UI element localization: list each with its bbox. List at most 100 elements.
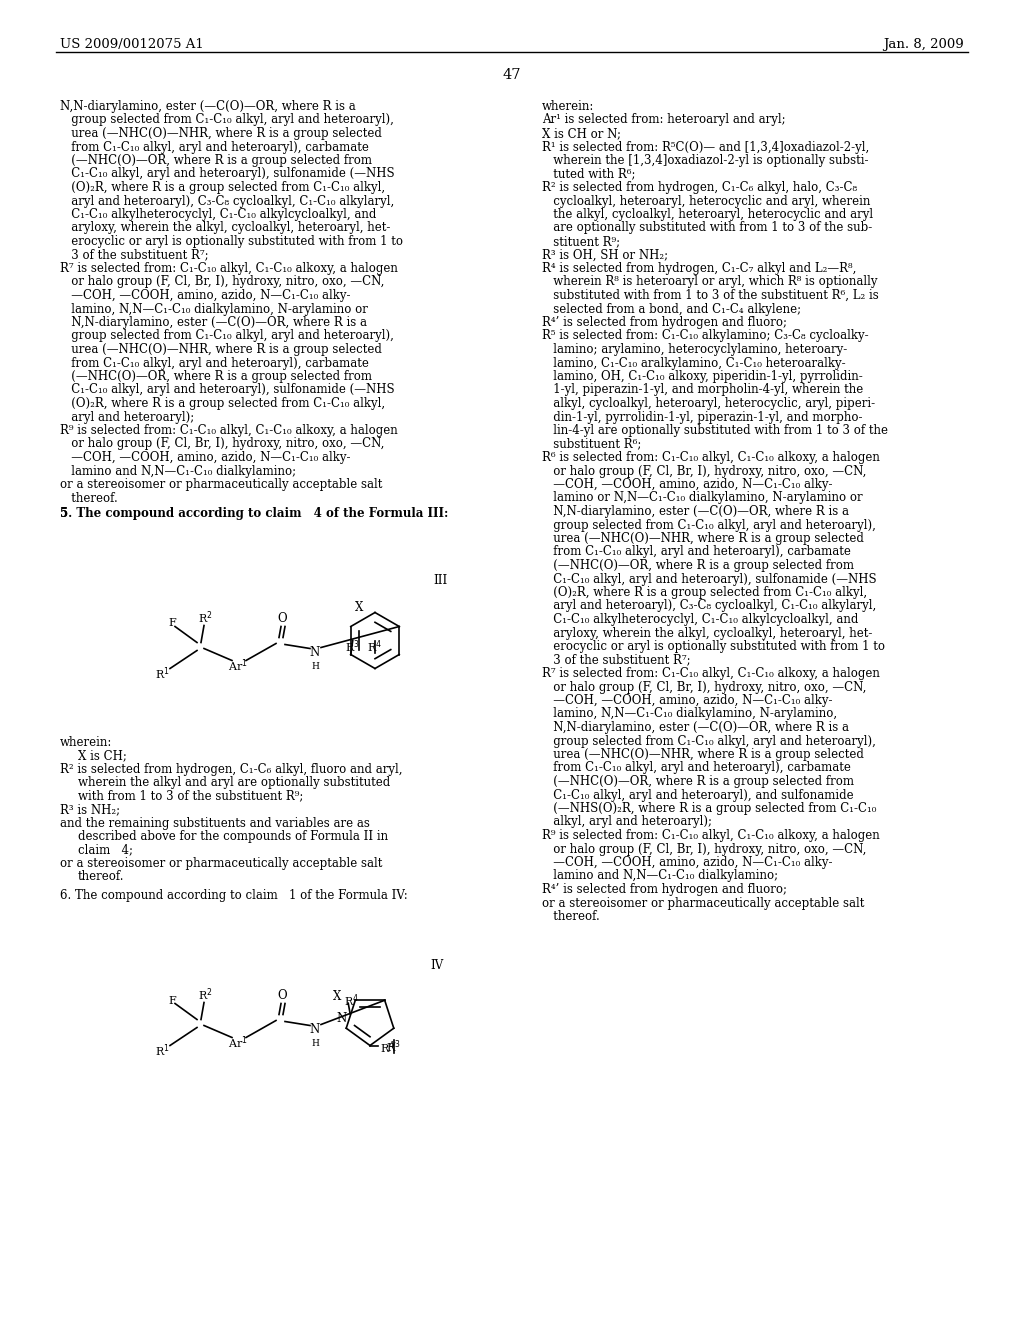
Text: aryloxy, wherein the alkyl, cycloalkyl, heteroaryl, het-: aryloxy, wherein the alkyl, cycloalkyl, … xyxy=(60,222,390,235)
Text: Jan. 8, 2009: Jan. 8, 2009 xyxy=(884,38,964,51)
Text: Ar¹ is selected from: heteroaryl and aryl;: Ar¹ is selected from: heteroaryl and ary… xyxy=(542,114,785,127)
Text: lamino; arylamino, heterocyclylamino, heteroary-: lamino; arylamino, heterocyclylamino, he… xyxy=(542,343,847,356)
Text: or halo group (F, Cl, Br, I), hydroxy, nitro, oxo, —CN,: or halo group (F, Cl, Br, I), hydroxy, n… xyxy=(542,681,866,693)
Text: —COH, —COOH, amino, azido, N—C₁-C₁₀ alky-: —COH, —COOH, amino, azido, N—C₁-C₁₀ alky… xyxy=(542,694,833,708)
Text: H: H xyxy=(311,663,318,671)
Text: wherein the alkyl and aryl are optionally substituted: wherein the alkyl and aryl are optionall… xyxy=(78,776,390,789)
Text: 3 of the substituent R⁷;: 3 of the substituent R⁷; xyxy=(542,653,690,667)
Text: R² is selected from hydrogen, C₁-C₆ alkyl, fluoro and aryl,: R² is selected from hydrogen, C₁-C₆ alky… xyxy=(60,763,402,776)
Text: N,N-diarylamino, ester (—C(O)—OR, where R is a: N,N-diarylamino, ester (—C(O)—OR, where … xyxy=(542,506,849,517)
Text: N: N xyxy=(310,645,321,659)
Text: IV: IV xyxy=(430,960,443,972)
Text: lamino, OH, C₁-C₁₀ alkoxy, piperidin-1-yl, pyrrolidin-: lamino, OH, C₁-C₁₀ alkoxy, piperidin-1-y… xyxy=(542,370,863,383)
Text: group selected from C₁-C₁₀ alkyl, aryl and heteroaryl),: group selected from C₁-C₁₀ alkyl, aryl a… xyxy=(542,734,876,747)
Text: aryloxy, wherein the alkyl, cycloalkyl, heteroaryl, het-: aryloxy, wherein the alkyl, cycloalkyl, … xyxy=(542,627,872,639)
Text: R⁹ is selected from: C₁-C₁₀ alkyl, C₁-C₁₀ alkoxy, a halogen: R⁹ is selected from: C₁-C₁₀ alkyl, C₁-C₁… xyxy=(60,424,397,437)
Text: O: O xyxy=(278,989,287,1002)
Text: lamino, N,N—C₁-C₁₀ dialkylamino, N-arylamino or: lamino, N,N—C₁-C₁₀ dialkylamino, N-aryla… xyxy=(60,302,368,315)
Text: thereof.: thereof. xyxy=(78,870,125,883)
Text: C₁-C₁₀ alkylheterocyclyl, C₁-C₁₀ alkylcycloalkyl, and: C₁-C₁₀ alkylheterocyclyl, C₁-C₁₀ alkylcy… xyxy=(542,612,858,626)
Text: thereof.: thereof. xyxy=(60,491,118,504)
Text: lamino, C₁-C₁₀ aralkylamino, C₁-C₁₀ heteroaralky-: lamino, C₁-C₁₀ aralkylamino, C₁-C₁₀ hete… xyxy=(542,356,846,370)
Text: N,N-diarylamino, ester (—C(O)—OR, where R is a: N,N-diarylamino, ester (—C(O)—OR, where … xyxy=(60,100,355,114)
Text: C₁-C₁₀ alkyl, aryl and heteroaryl), and sulfonamide: C₁-C₁₀ alkyl, aryl and heteroaryl), and … xyxy=(542,788,854,801)
Text: R⁵ is selected from: C₁-C₁₀ alkylamino; C₃-C₈ cycloalky-: R⁵ is selected from: C₁-C₁₀ alkylamino; … xyxy=(542,330,868,342)
Text: lamino and N,N—C₁-C₁₀ dialkylamino;: lamino and N,N—C₁-C₁₀ dialkylamino; xyxy=(542,870,778,883)
Text: aryl and heteroaryl), C₃-C₈ cycloalkyl, C₁-C₁₀ alkylaryl,: aryl and heteroaryl), C₃-C₈ cycloalkyl, … xyxy=(60,194,394,207)
Text: R² is selected from hydrogen, C₁-C₆ alkyl, halo, C₃-C₈: R² is selected from hydrogen, C₁-C₆ alky… xyxy=(542,181,857,194)
Text: (—NHC(O)—OR, where R is a group selected from: (—NHC(O)—OR, where R is a group selected… xyxy=(60,370,372,383)
Text: or halo group (F, Cl, Br, I), hydroxy, nitro, oxo, —CN,: or halo group (F, Cl, Br, I), hydroxy, n… xyxy=(60,437,384,450)
Text: or a stereoisomer or pharmaceutically acceptable salt: or a stereoisomer or pharmaceutically ac… xyxy=(60,478,382,491)
Text: —COH, —COOH, amino, azido, N—C₁-C₁₀ alky-: —COH, —COOH, amino, azido, N—C₁-C₁₀ alky… xyxy=(60,451,350,465)
Text: or a stereoisomer or pharmaceutically acceptable salt: or a stereoisomer or pharmaceutically ac… xyxy=(542,896,864,909)
Text: alkyl, cycloalkyl, heteroaryl, heterocyclic, aryl, piperi-: alkyl, cycloalkyl, heteroaryl, heterocyc… xyxy=(542,397,876,411)
Text: claim  4;: claim 4; xyxy=(78,843,133,857)
Text: urea (—NHC(O)—NHR, where R is a group selected: urea (—NHC(O)—NHR, where R is a group se… xyxy=(60,127,382,140)
Text: lin-4-yl are optionally substituted with from 1 to 3 of the: lin-4-yl are optionally substituted with… xyxy=(542,424,888,437)
Text: R⁴’ is selected from hydrogen and fluoro;: R⁴’ is selected from hydrogen and fluoro… xyxy=(542,315,787,329)
Text: R$^3$: R$^3$ xyxy=(345,638,360,655)
Text: 1-yl, piperazin-1-yl, and morpholin-4-yl, wherein the: 1-yl, piperazin-1-yl, and morpholin-4-yl… xyxy=(542,384,863,396)
Text: R¹ is selected from: R⁵C(O)— and [1,3,4]oxadiazol-2-yl,: R¹ is selected from: R⁵C(O)— and [1,3,4]… xyxy=(542,140,869,153)
Text: group selected from C₁-C₁₀ alkyl, aryl and heteroaryl),: group selected from C₁-C₁₀ alkyl, aryl a… xyxy=(542,519,876,532)
Text: 47: 47 xyxy=(503,69,521,82)
Text: 3 of the substituent R⁷;: 3 of the substituent R⁷; xyxy=(60,248,209,261)
Text: R⁷ is selected from: C₁-C₁₀ alkyl, C₁-C₁₀ alkoxy, a halogen: R⁷ is selected from: C₁-C₁₀ alkyl, C₁-C₁… xyxy=(60,261,398,275)
Text: erocyclic or aryl is optionally substituted with from 1 to: erocyclic or aryl is optionally substitu… xyxy=(542,640,885,653)
Text: din-1-yl, pyrrolidin-1-yl, piperazin-1-yl, and morpho-: din-1-yl, pyrrolidin-1-yl, piperazin-1-y… xyxy=(542,411,862,424)
Text: group selected from C₁-C₁₀ alkyl, aryl and heteroaryl),: group selected from C₁-C₁₀ alkyl, aryl a… xyxy=(60,114,394,127)
Text: H: H xyxy=(311,1039,318,1048)
Text: selected from a bond, and C₁-C₄ alkylene;: selected from a bond, and C₁-C₄ alkylene… xyxy=(542,302,801,315)
Text: R⁹ is selected from: C₁-C₁₀ alkyl, C₁-C₁₀ alkoxy, a halogen: R⁹ is selected from: C₁-C₁₀ alkyl, C₁-C₁… xyxy=(542,829,880,842)
Text: C₁-C₁₀ alkyl, aryl and heteroaryl), sulfonamide (—NHS: C₁-C₁₀ alkyl, aryl and heteroaryl), sulf… xyxy=(60,168,394,181)
Text: —COH, —COOH, amino, azido, N—C₁-C₁₀ alky-: —COH, —COOH, amino, azido, N—C₁-C₁₀ alky… xyxy=(60,289,350,302)
Text: R³ is NH₂;: R³ is NH₂; xyxy=(60,803,120,816)
Text: R$^2$: R$^2$ xyxy=(198,610,212,626)
Text: with from 1 to 3 of the substituent R⁹;: with from 1 to 3 of the substituent R⁹; xyxy=(78,789,303,803)
Text: urea (—NHC(O)—NHR, where R is a group selected: urea (—NHC(O)—NHR, where R is a group se… xyxy=(542,748,864,762)
Text: R⁶ is selected from: C₁-C₁₀ alkyl, C₁-C₁₀ alkoxy, a halogen: R⁶ is selected from: C₁-C₁₀ alkyl, C₁-C₁… xyxy=(542,451,880,465)
Text: tuted with R⁶;: tuted with R⁶; xyxy=(542,168,636,181)
Text: lamino, N,N—C₁-C₁₀ dialkylamino, N-arylamino,: lamino, N,N—C₁-C₁₀ dialkylamino, N-aryla… xyxy=(542,708,838,721)
Text: X is CH or N;: X is CH or N; xyxy=(542,127,621,140)
Text: wherein the [1,3,4]oxadiazol-2-yl is optionally substi-: wherein the [1,3,4]oxadiazol-2-yl is opt… xyxy=(542,154,868,168)
Text: from C₁-C₁₀ alkyl, aryl and heteroaryl), carbamate: from C₁-C₁₀ alkyl, aryl and heteroaryl),… xyxy=(60,140,369,153)
Text: group selected from C₁-C₁₀ alkyl, aryl and heteroaryl),: group selected from C₁-C₁₀ alkyl, aryl a… xyxy=(60,330,394,342)
Text: R$^2$: R$^2$ xyxy=(198,986,212,1003)
Text: C₁-C₁₀ alkyl, aryl and heteroaryl), sulfonamide (—NHS: C₁-C₁₀ alkyl, aryl and heteroaryl), sulf… xyxy=(542,573,877,586)
Text: cycloalkyl, heteroaryl, heterocyclic and aryl, wherein: cycloalkyl, heteroaryl, heterocyclic and… xyxy=(542,194,870,207)
Text: O: O xyxy=(278,612,287,624)
Text: wherein:: wherein: xyxy=(542,100,594,114)
Text: F: F xyxy=(168,619,176,628)
Text: from C₁-C₁₀ alkyl, aryl and heteroaryl), carbamate: from C₁-C₁₀ alkyl, aryl and heteroaryl),… xyxy=(542,545,851,558)
Text: Ar$^1$: Ar$^1$ xyxy=(228,1034,248,1051)
Text: N: N xyxy=(310,1023,321,1036)
Text: R$^{4'}$: R$^{4'}$ xyxy=(380,1039,397,1056)
Text: (O)₂R, where R is a group selected from C₁-C₁₀ alkyl,: (O)₂R, where R is a group selected from … xyxy=(60,397,385,411)
Text: R⁷ is selected from: C₁-C₁₀ alkyl, C₁-C₁₀ alkoxy, a halogen: R⁷ is selected from: C₁-C₁₀ alkyl, C₁-C₁… xyxy=(542,667,880,680)
Text: urea (—NHC(O)—NHR, where R is a group selected: urea (—NHC(O)—NHR, where R is a group se… xyxy=(542,532,864,545)
Text: described above for the compounds of Formula II in: described above for the compounds of For… xyxy=(78,830,388,843)
Text: erocyclic or aryl is optionally substituted with from 1 to: erocyclic or aryl is optionally substitu… xyxy=(60,235,403,248)
Text: —COH, —COOH, amino, azido, N—C₁-C₁₀ alky-: —COH, —COOH, amino, azido, N—C₁-C₁₀ alky… xyxy=(542,855,833,869)
Text: and the remaining substituents and variables are as: and the remaining substituents and varia… xyxy=(60,817,370,829)
Text: R$^3$: R$^3$ xyxy=(386,1038,401,1055)
Text: X: X xyxy=(354,601,364,614)
Text: III: III xyxy=(433,574,447,587)
Text: (—NHC(O)—OR, where R is a group selected from: (—NHC(O)—OR, where R is a group selected… xyxy=(542,558,854,572)
Text: wherein:: wherein: xyxy=(60,735,113,748)
Text: or a stereoisomer or pharmaceutically acceptable salt: or a stereoisomer or pharmaceutically ac… xyxy=(60,857,382,870)
Text: R³ is OH, SH or NH₂;: R³ is OH, SH or NH₂; xyxy=(542,248,668,261)
Text: thereof.: thereof. xyxy=(542,909,600,923)
Text: US 2009/0012075 A1: US 2009/0012075 A1 xyxy=(60,38,204,51)
Text: (O)₂R, where R is a group selected from C₁-C₁₀ alkyl,: (O)₂R, where R is a group selected from … xyxy=(542,586,867,599)
Text: aryl and heteroaryl);: aryl and heteroaryl); xyxy=(60,411,195,424)
Text: lamino and N,N—C₁-C₁₀ dialkylamino;: lamino and N,N—C₁-C₁₀ dialkylamino; xyxy=(60,465,296,478)
Text: or halo group (F, Cl, Br, I), hydroxy, nitro, oxo, —CN,: or halo group (F, Cl, Br, I), hydroxy, n… xyxy=(542,465,866,478)
Text: R⁴’ is selected from hydrogen and fluoro;: R⁴’ is selected from hydrogen and fluoro… xyxy=(542,883,787,896)
Text: R⁴ is selected from hydrogen, C₁-C₇ alkyl and L₂—R⁸,: R⁴ is selected from hydrogen, C₁-C₇ alky… xyxy=(542,261,856,275)
Text: R$^4$: R$^4$ xyxy=(344,991,358,1008)
Text: 5: 5 xyxy=(60,507,69,520)
Text: (—NHC(O)—OR, where R is a group selected from: (—NHC(O)—OR, where R is a group selected… xyxy=(60,154,372,168)
